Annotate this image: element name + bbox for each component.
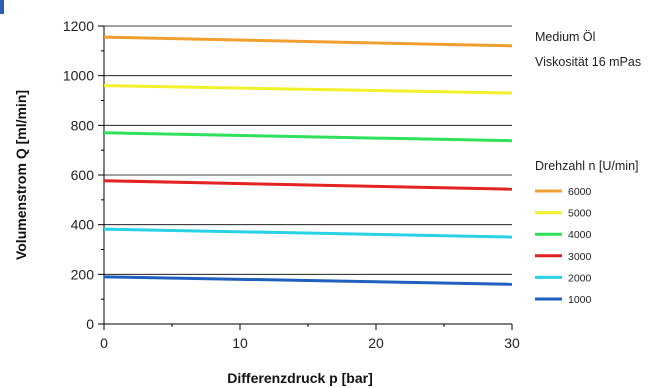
legend-label-1000: 1000 <box>568 294 592 306</box>
viscosity-note: Viskosität 16 mPas <box>535 55 641 69</box>
legend: 6000 5000 4000 3000 2000 1000 <box>535 186 592 306</box>
grid-lines <box>104 25 512 275</box>
y-tick-label: 1200 <box>63 18 94 34</box>
series-lines <box>103 35 513 286</box>
y-tick-label: 0 <box>86 316 94 332</box>
tick-labels: 0 200 400 600 800 1000 1200 0 10 20 30 <box>63 18 520 351</box>
medium-note: Medium Öl <box>535 30 595 44</box>
x-tick-label: 0 <box>100 335 108 351</box>
y-tick-label: 800 <box>71 117 95 133</box>
legend-label-5000: 5000 <box>568 208 592 220</box>
legend-title: Drehzahl n [U/min] <box>535 159 639 173</box>
legend-label-3000: 3000 <box>568 251 592 263</box>
x-axis-title: Differenzdruck p [bar] <box>227 370 372 386</box>
axes <box>98 25 513 330</box>
series-line-1000 <box>103 275 513 286</box>
legend-label-4000: 4000 <box>568 229 592 241</box>
series-line-4000 <box>103 131 513 143</box>
y-tick-label: 600 <box>71 167 95 183</box>
x-tick-label: 30 <box>504 335 520 351</box>
series-line-3000 <box>103 179 513 191</box>
legend-label-6000: 6000 <box>568 186 592 198</box>
y-axis-title: Volumenstrom Q [ml/min] <box>13 90 29 260</box>
legend-label-2000: 2000 <box>568 272 592 284</box>
series-line-5000 <box>103 84 513 95</box>
corner-accent <box>0 0 4 14</box>
series-line-6000 <box>103 35 513 48</box>
x-tick-label: 20 <box>368 335 384 351</box>
series-line-2000 <box>103 227 513 239</box>
x-tick-label: 10 <box>232 335 248 351</box>
y-tick-label: 400 <box>71 217 95 233</box>
y-tick-label: 200 <box>71 266 95 282</box>
y-tick-label: 1000 <box>63 68 94 84</box>
